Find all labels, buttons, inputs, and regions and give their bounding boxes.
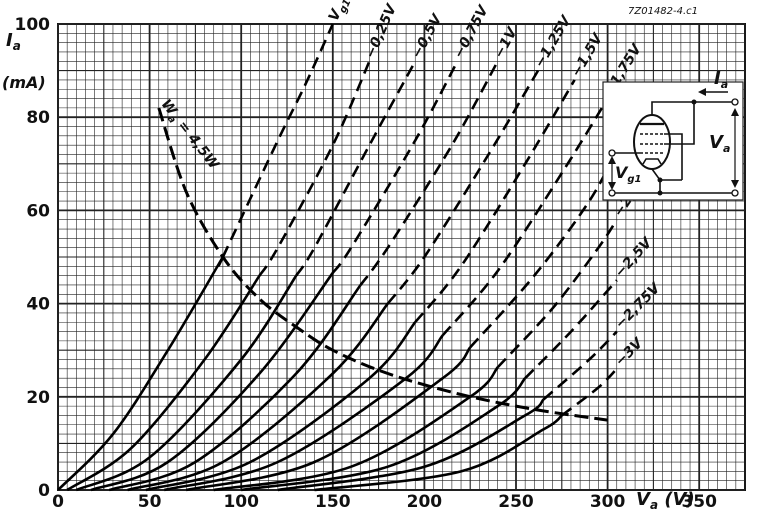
curve-label-0: Vg1 = 0V (326, 0, 371, 25)
curve-dashed-3 (331, 60, 459, 274)
y-tick-label: 0 (38, 481, 50, 501)
y-tick-labels: 0 20 40 60 80 100 (15, 15, 51, 501)
curve-dashed-12 (561, 367, 618, 417)
curve-dashed-5 (386, 69, 540, 305)
inset-va-label: Va (709, 132, 730, 155)
curve-dashed-7 (441, 97, 609, 337)
x-tick-label: 150 (315, 492, 351, 512)
inset-vg-label: Vg1 (615, 163, 642, 185)
x-tick-label: 50 (138, 492, 162, 512)
curve-dashed-10 (524, 279, 618, 380)
y-tick-label: 60 (26, 201, 50, 221)
current-arrow-icon (698, 88, 706, 96)
y-tick-label: 80 (26, 108, 50, 128)
curve-solid-11 (277, 398, 545, 492)
inset-current-label: Ia (714, 68, 728, 91)
x-tick-label: 0 (52, 492, 64, 512)
curve-dashed-11 (542, 330, 618, 401)
x-tick-label: 250 (498, 492, 534, 512)
curve-solid-3 (90, 272, 334, 492)
curve-solid-2 (75, 274, 298, 492)
curve-solid-1 (66, 274, 261, 492)
curve-dashed-0 (217, 23, 334, 267)
x-axis-label: Va (V) (636, 489, 695, 512)
curve-solid-0 (57, 256, 225, 491)
curve-solid-8 (185, 346, 472, 492)
curve-solid-7 (163, 334, 444, 492)
curve-solid-12 (314, 414, 563, 492)
y-tick-label: 40 (26, 295, 50, 315)
anode-curves (57, 23, 618, 492)
y-axis-label: Ia (6, 30, 21, 53)
figure-reference: 7Z01482-4.c1 (628, 6, 698, 17)
y-tick-label: 20 (26, 388, 50, 408)
curve-solid-9 (213, 366, 499, 492)
curve-dashed-2 (295, 60, 417, 277)
x-tick-label: 300 (590, 492, 626, 512)
curve-solid-4 (108, 284, 362, 492)
y-axis-unit: (mA) (2, 73, 46, 92)
curve-solid-10 (240, 377, 527, 492)
curve-dashed-4 (359, 60, 499, 287)
x-tick-label: 200 (407, 492, 443, 512)
circuit-inset: Ia Va Vg1 (602, 68, 744, 201)
curve-dashed-6 (414, 79, 576, 324)
curve-solid-5 (127, 302, 389, 492)
x-tick-label: 350 (681, 492, 717, 512)
power-limit-line (157, 107, 608, 422)
curve-solid-6 (145, 321, 417, 492)
x-tick-label: 100 (223, 492, 259, 512)
y-tick-label: 100 (15, 15, 51, 35)
curve-dashed-1 (258, 60, 371, 277)
curve-dashed-9 (496, 218, 618, 369)
x-tick-labels: 0 50 100 150 200 250 300 350 (52, 492, 717, 512)
